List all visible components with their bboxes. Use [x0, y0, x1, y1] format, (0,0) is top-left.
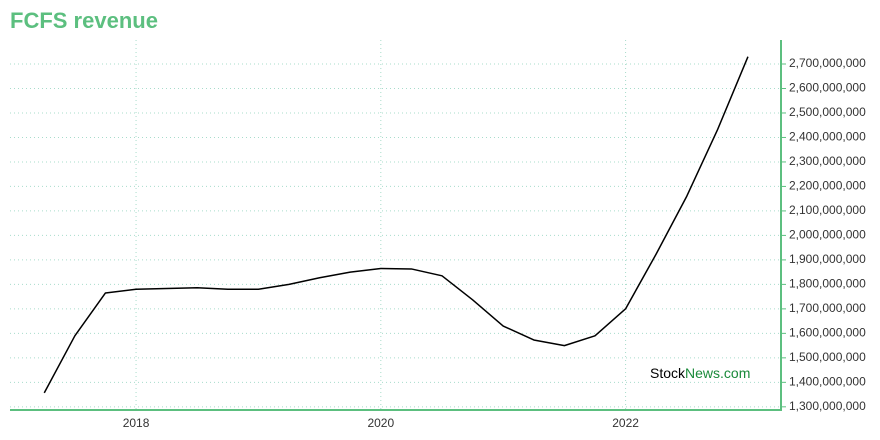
- y-tick-label: 2,000,000,000: [789, 228, 866, 242]
- line: [43, 56, 749, 394]
- y-tick-label: 2,500,000,000: [789, 105, 866, 119]
- y-tick-label: 1,900,000,000: [789, 252, 866, 266]
- watermark: StockNews.com: [650, 365, 750, 381]
- y-tick-label: 2,400,000,000: [789, 130, 866, 144]
- y-tick-label: 2,600,000,000: [789, 81, 866, 95]
- y-tick-label: 1,400,000,000: [789, 375, 866, 389]
- watermark-part: News.com: [685, 365, 750, 381]
- y-tick-label: 1,600,000,000: [789, 326, 866, 340]
- x-tick-label: 2022: [612, 416, 639, 430]
- watermark-part: Stock: [650, 365, 686, 381]
- x-tick-label: 2020: [367, 416, 394, 430]
- y-tick-label: 1,700,000,000: [789, 301, 866, 315]
- y-tick-label: 2,300,000,000: [789, 154, 866, 168]
- x-tick-label: 2018: [123, 416, 150, 430]
- y-tick-label: 1,300,000,000: [789, 399, 866, 413]
- y-tick-label: 2,100,000,000: [789, 203, 866, 217]
- chart-title: FCFS revenue: [10, 8, 158, 33]
- y-tick-label: 1,500,000,000: [789, 350, 866, 364]
- y-tick-label: 2,200,000,000: [789, 179, 866, 193]
- y-tick-label: 2,700,000,000: [789, 56, 866, 70]
- y-tick-label: 1,800,000,000: [789, 277, 866, 291]
